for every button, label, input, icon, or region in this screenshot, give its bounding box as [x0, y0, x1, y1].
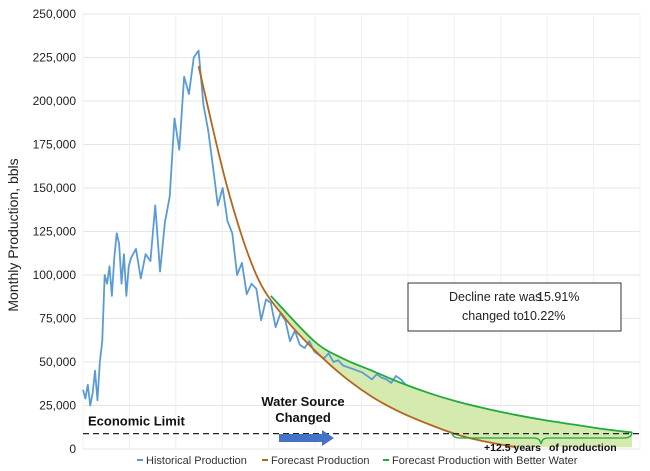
decline-rate-prefix: Decline rate was: [449, 290, 541, 304]
economic-limit: Economic Limit: [83, 414, 640, 435]
y-tick-label: 225,000: [33, 51, 77, 65]
decline-rate-new: 10.22%: [523, 309, 565, 323]
legend-item: Forecast Production with Better Water: [392, 455, 578, 467]
y-tick-label: 25,000: [39, 399, 76, 413]
improvement-fill: [270, 295, 632, 448]
extra-years-value: +12.5 years: [484, 442, 541, 454]
water-source-arrow: [279, 430, 334, 446]
grid-lines: [82, 13, 641, 450]
series-forecast-better-water: [270, 295, 633, 434]
series-historical-production: [82, 49, 407, 407]
economic-limit-label: Economic Limit: [88, 414, 185, 429]
extra-years-brace: [451, 431, 633, 445]
decline-rate-old: 15.91%: [537, 290, 579, 304]
legend: Historical Production Forecast Production…: [137, 455, 578, 467]
legend-item: Forecast Production: [271, 455, 369, 467]
legend-item: Historical Production: [146, 455, 247, 467]
y-tick-label: 250,000: [33, 7, 77, 21]
y-axis-label: Monthly Production, bbls: [5, 158, 21, 311]
y-tick-label: 50,000: [39, 355, 76, 369]
improvement-area: [270, 295, 632, 448]
y-tick-label: 150,000: [33, 181, 77, 195]
decline-rate-changed: changed to: [462, 309, 524, 323]
y-tick-label: 0: [69, 442, 76, 456]
series-forecast-production: [197, 65, 517, 449]
series-lines: [82, 49, 633, 449]
y-tick-label: 175,000: [33, 138, 77, 152]
decline-rate-box: [407, 282, 622, 332]
y-tick-label: 100,000: [33, 268, 77, 282]
y-axis: 0 25,000 50,000 75,000 100,000 125,000 150,000…: [33, 7, 77, 456]
y-tick-label: 125,000: [33, 225, 77, 239]
water-source-label-line2: Changed: [275, 410, 331, 425]
extra-years-suffix: of production: [549, 442, 617, 454]
y-tick-label: 200,000: [33, 94, 77, 108]
water-source-label: Water Source: [261, 394, 344, 409]
y-tick-label: 75,000: [39, 312, 76, 326]
